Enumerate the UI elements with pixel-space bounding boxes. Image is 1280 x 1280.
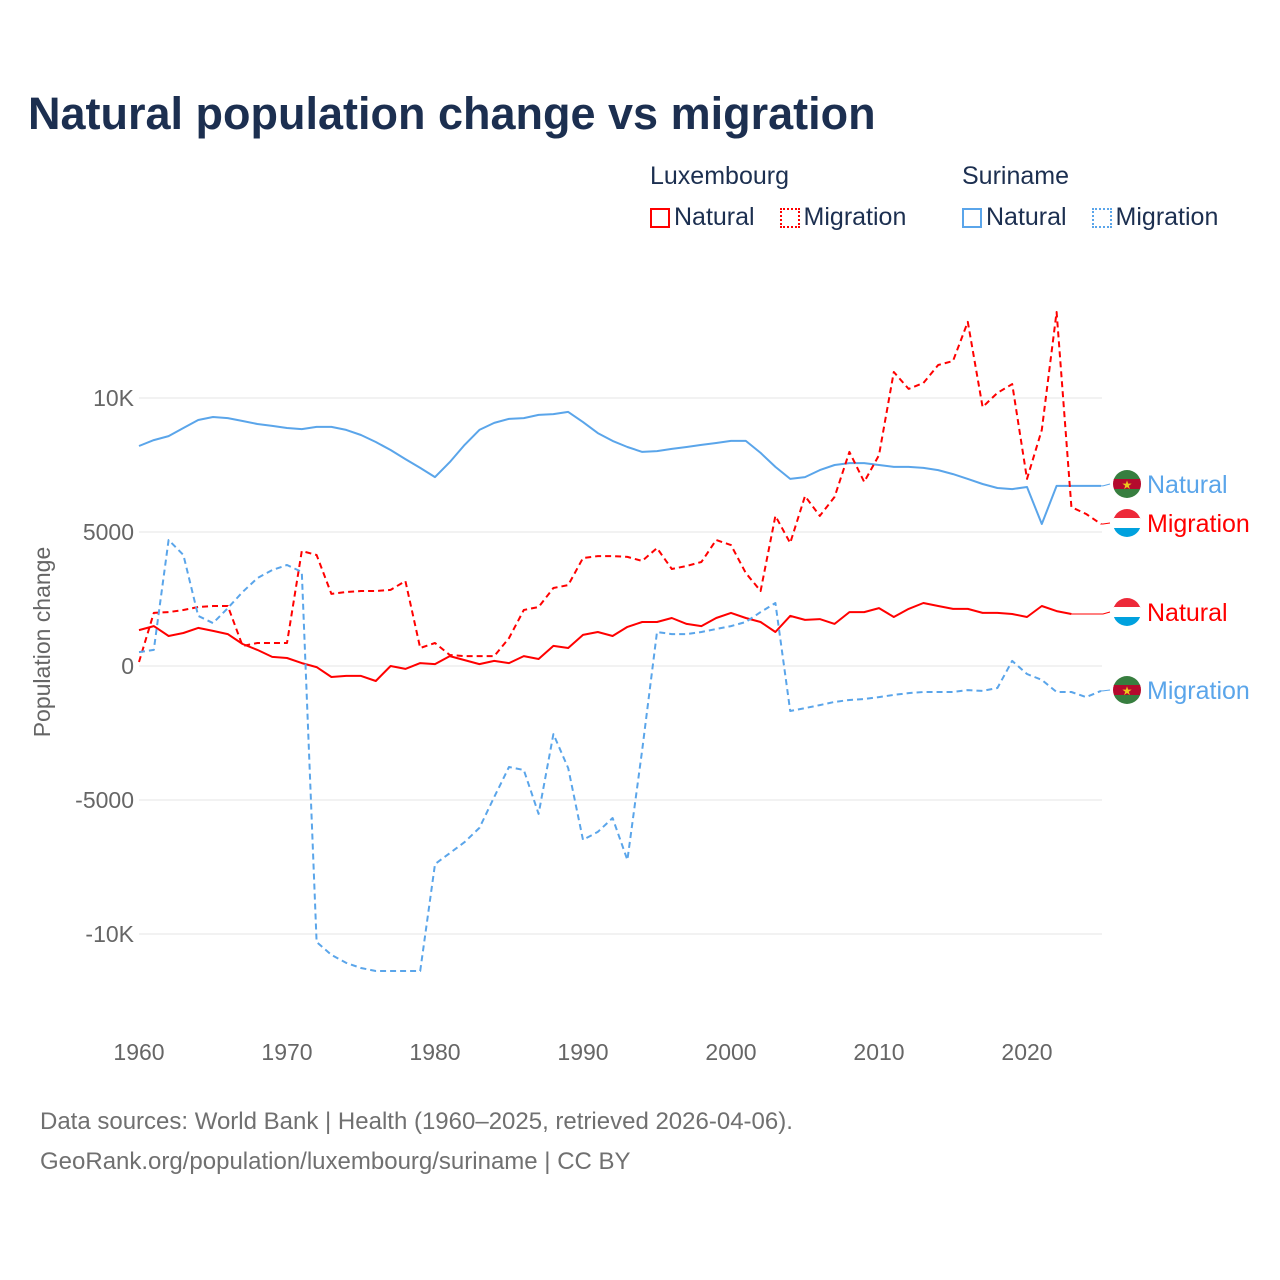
- flag-stripe: [1113, 695, 1141, 704]
- x-tick-label: 1990: [557, 1039, 608, 1065]
- y-tick-label: 10K: [93, 385, 135, 411]
- series-line-luxembourg-migration: [138, 311, 1102, 663]
- y-tick-label: -5000: [75, 787, 134, 813]
- luxembourg-flag-icon: [1113, 509, 1141, 537]
- flag-star: ★: [1122, 478, 1133, 492]
- legend-group-title: Luxembourg: [650, 162, 789, 190]
- flag-stripe: [1113, 528, 1141, 537]
- flag-stripe: [1113, 509, 1141, 519]
- series-end-label: Migration: [1147, 510, 1250, 538]
- flag-stripe: [1113, 617, 1141, 626]
- y-tick-label: 5000: [83, 519, 134, 545]
- series-line-suriname-migration: [138, 539, 1102, 972]
- legend-label: Natural: [674, 203, 755, 231]
- x-tick-label: 2000: [705, 1039, 756, 1065]
- flag-stripe: [1113, 518, 1141, 528]
- legend-item-luxembourg-migration[interactable]: Migration: [779, 203, 907, 232]
- label-connector: [1101, 689, 1111, 692]
- luxembourg-flag-icon: [1113, 598, 1141, 626]
- legend-group-suriname: Suriname Natural Migration: [962, 162, 1218, 235]
- series-end-label: Natural: [1147, 599, 1228, 627]
- flag-stripe: [1113, 676, 1141, 686]
- legend-label: Migration: [1115, 203, 1219, 231]
- flag-stripe: [1113, 489, 1141, 498]
- label-connector: [1101, 522, 1111, 525]
- x-tick-label: 2020: [1001, 1039, 1052, 1065]
- label-connector: [1101, 483, 1111, 487]
- chart-title: Natural population change vs migration: [28, 88, 876, 139]
- series-end-label: Migration: [1147, 677, 1250, 705]
- x-tick-label: 2010: [853, 1039, 904, 1065]
- series-line-suriname-natural: [138, 410, 1101, 525]
- legend-item-suriname-natural[interactable]: Natural: [962, 203, 1067, 232]
- legend-swatch-solid: [962, 207, 982, 228]
- legend-label: Natural: [986, 203, 1067, 231]
- x-tick-label: 1980: [409, 1039, 460, 1065]
- series-end-label: Natural: [1147, 471, 1228, 499]
- legend-item-suriname-migration[interactable]: Migration: [1091, 203, 1219, 232]
- legend-swatch-solid: [650, 207, 670, 228]
- legend-label: Migration: [803, 203, 907, 231]
- legend-group-luxembourg: Luxembourg Natural Migration: [650, 162, 924, 235]
- flag-stripe: [1113, 598, 1141, 608]
- flag-stripe: [1113, 479, 1141, 489]
- y-tick-label: 0: [121, 653, 134, 679]
- series-line-luxembourg-natural: [138, 602, 1072, 682]
- flag-stripe: [1113, 607, 1141, 617]
- footer-link[interactable]: GeoRank.org/population/luxembourg/surina…: [40, 1148, 631, 1175]
- legend-swatch-dotted: [1091, 207, 1112, 228]
- legend-group-title: Suriname: [962, 162, 1069, 190]
- y-tick-label: -10K: [85, 921, 134, 947]
- y-axis-label: Population change: [29, 547, 55, 738]
- flag-star: ★: [1122, 684, 1133, 698]
- flag-stripe: [1113, 685, 1141, 695]
- flag-stripe: [1113, 470, 1141, 480]
- label-connector: [1071, 611, 1111, 615]
- legend-swatch-dotted: [779, 207, 800, 228]
- legend-item-luxembourg-natural[interactable]: Natural: [650, 203, 755, 232]
- x-tick-label: 1960: [113, 1039, 164, 1065]
- footer-sources: Data sources: World Bank | Health (1960–…: [40, 1108, 793, 1135]
- suriname-flag-icon: ★: [1113, 676, 1141, 704]
- suriname-flag-icon: ★: [1113, 470, 1141, 498]
- x-tick-label: 1970: [261, 1039, 312, 1065]
